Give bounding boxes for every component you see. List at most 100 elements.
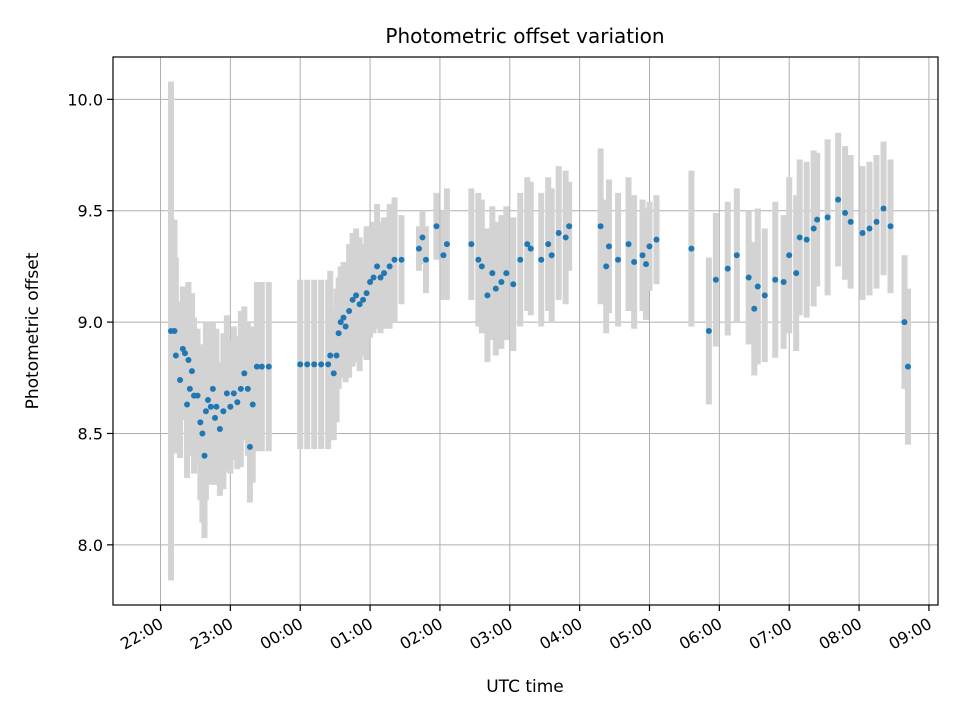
data-point	[181, 350, 188, 357]
data-points	[167, 196, 911, 459]
data-point	[172, 352, 179, 359]
data-point	[205, 397, 212, 404]
data-point	[179, 345, 186, 352]
data-point	[337, 319, 344, 326]
data-point	[327, 352, 334, 359]
data-point	[367, 278, 374, 285]
data-point	[330, 370, 337, 377]
data-point	[524, 241, 531, 248]
data-point	[325, 361, 332, 368]
data-point	[859, 229, 866, 236]
y-tick-label: 8.0	[78, 536, 103, 555]
data-point	[653, 236, 660, 243]
data-point	[724, 265, 731, 272]
data-point	[318, 361, 325, 368]
data-point	[340, 314, 347, 321]
data-point	[227, 403, 234, 410]
data-point	[566, 223, 573, 230]
data-point	[184, 401, 191, 408]
data-point	[419, 234, 426, 241]
data-point	[244, 385, 251, 392]
data-point	[199, 430, 206, 437]
data-point	[866, 225, 873, 232]
data-point	[780, 278, 787, 285]
data-point	[253, 363, 260, 370]
data-point	[625, 241, 632, 248]
data-point	[712, 276, 719, 283]
data-point	[733, 252, 740, 259]
data-point	[631, 258, 638, 265]
data-point	[216, 426, 223, 433]
data-point	[211, 414, 218, 421]
data-point	[186, 385, 193, 392]
plot-frame	[112, 56, 939, 606]
data-point	[422, 256, 429, 263]
data-point	[597, 223, 604, 230]
data-point	[349, 296, 356, 303]
data-point	[873, 218, 880, 225]
data-point	[803, 236, 810, 243]
data-point	[230, 390, 237, 397]
data-point	[297, 361, 304, 368]
y-axis-label: Photometric offset	[23, 252, 43, 409]
data-point	[333, 352, 340, 359]
data-point	[220, 408, 227, 415]
data-point	[311, 361, 318, 368]
data-point	[887, 223, 894, 230]
y-axis: 8.0 8.5 9.0 9.5 10.0	[67, 90, 113, 555]
data-point	[197, 419, 204, 426]
chart-title: Photometric offset variation	[385, 24, 664, 48]
data-point	[478, 263, 485, 270]
data-point	[498, 278, 505, 285]
data-point	[381, 270, 388, 277]
y-tick-label: 10.0	[67, 90, 103, 109]
data-point	[527, 245, 534, 252]
x-axis-label: UTC time	[486, 677, 564, 697]
data-point	[688, 245, 695, 252]
data-point	[201, 452, 208, 459]
data-point	[484, 292, 491, 299]
data-point	[356, 301, 363, 308]
data-point	[796, 234, 803, 241]
data-point	[468, 241, 475, 248]
data-point	[335, 330, 342, 337]
data-point	[548, 252, 555, 259]
data-point	[209, 385, 216, 392]
data-point	[237, 385, 244, 392]
y-tick-label: 9.5	[78, 202, 103, 221]
data-point	[377, 274, 384, 281]
data-point	[646, 243, 653, 250]
data-point	[754, 283, 761, 290]
data-point	[374, 263, 381, 270]
data-point	[391, 256, 398, 263]
data-point	[207, 403, 214, 410]
data-point	[177, 377, 184, 384]
data-point	[492, 285, 499, 292]
data-point	[241, 370, 248, 377]
data-point	[415, 245, 422, 252]
data-point	[605, 243, 612, 250]
data-point	[440, 252, 447, 259]
data-point	[363, 290, 370, 297]
grid	[113, 57, 938, 605]
data-point	[370, 274, 377, 281]
data-point	[842, 209, 849, 216]
data-point	[847, 218, 854, 225]
data-point	[643, 261, 650, 268]
data-point	[346, 307, 353, 314]
data-point	[223, 390, 230, 397]
data-point	[475, 256, 482, 263]
data-point	[249, 401, 256, 408]
data-point	[639, 252, 646, 259]
data-point	[213, 403, 220, 410]
data-point	[258, 363, 265, 370]
data-point	[489, 270, 496, 277]
data-point	[824, 214, 831, 221]
data-point	[810, 225, 817, 232]
data-point	[562, 234, 569, 241]
data-point	[171, 328, 178, 334]
data-point	[234, 399, 241, 406]
data-point	[246, 443, 253, 450]
